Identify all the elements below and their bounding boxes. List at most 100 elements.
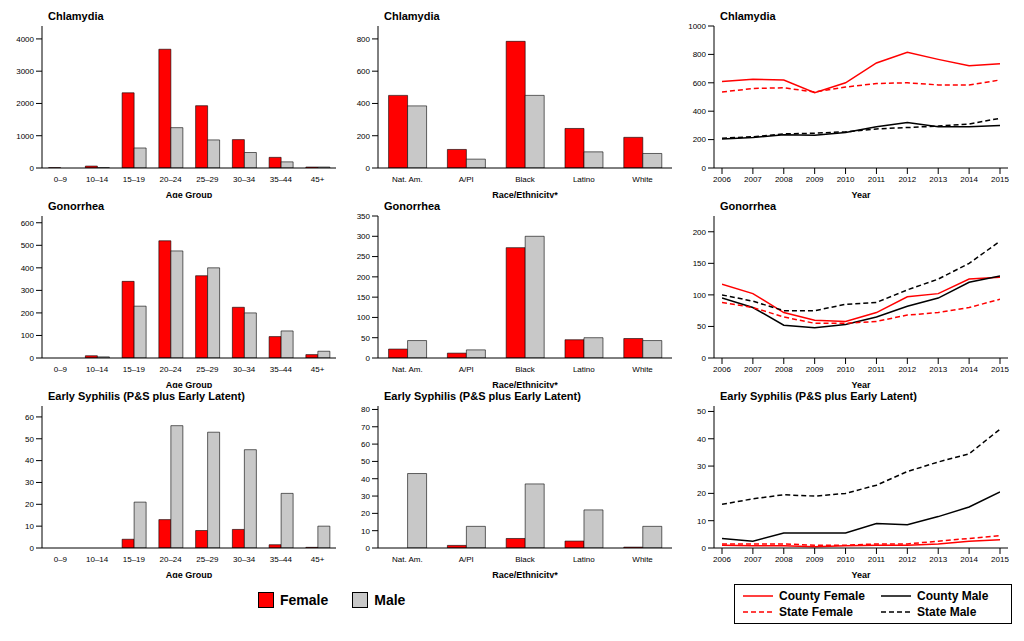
svg-text:2014: 2014 [960,555,978,564]
svg-text:White: White [632,175,653,184]
svg-text:0: 0 [366,354,371,363]
svg-text:20–24: 20–24 [160,555,183,564]
svg-text:Year: Year [851,190,871,198]
svg-text:2010: 2010 [837,175,855,184]
svg-text:2015: 2015 [991,365,1009,374]
svg-text:2006: 2006 [713,175,731,184]
svg-text:Race/Ethnicity*: Race/Ethnicity* [492,380,558,388]
svg-text:Nat. Am.: Nat. Am. [392,175,423,184]
svg-text:2011: 2011 [868,365,886,374]
svg-text:A/PI: A/PI [459,175,474,184]
svg-text:Latino: Latino [573,175,595,184]
svg-text:2007: 2007 [744,555,762,564]
svg-text:Year: Year [851,380,871,388]
svg-text:300: 300 [357,232,371,241]
svg-text:800: 800 [357,35,371,44]
svg-text:100: 100 [357,313,371,322]
svg-text:100: 100 [693,291,707,300]
svg-text:2006: 2006 [713,365,731,374]
svg-text:30: 30 [697,462,706,471]
svg-text:0: 0 [702,544,707,553]
svg-text:0: 0 [30,354,35,363]
svg-text:2000: 2000 [16,99,34,108]
svg-text:70: 70 [361,423,370,432]
svg-text:2012: 2012 [898,365,916,374]
svg-text:50: 50 [25,435,34,444]
svg-text:15–19: 15–19 [123,555,146,564]
svg-text:Black: Black [515,365,536,374]
svg-text:600: 600 [357,67,371,76]
svg-text:45+: 45+ [311,365,325,374]
svg-text:35–44: 35–44 [270,555,293,564]
svg-text:2013: 2013 [929,175,947,184]
svg-text:15–19: 15–19 [123,365,146,374]
svg-text:2013: 2013 [929,555,947,564]
svg-text:30: 30 [361,492,370,501]
svg-text:1000: 1000 [16,132,34,141]
svg-text:White: White [632,365,653,374]
svg-text:2011: 2011 [868,175,886,184]
svg-text:Black: Black [515,555,536,564]
svg-text:2015: 2015 [991,175,1009,184]
svg-text:2009: 2009 [806,175,824,184]
svg-text:200: 200 [693,135,707,144]
svg-text:2012: 2012 [898,175,916,184]
svg-text:0: 0 [702,354,707,363]
svg-text:1000: 1000 [688,22,706,31]
svg-text:2011: 2011 [868,555,886,564]
svg-text:Age Group: Age Group [166,190,213,198]
svg-text:400: 400 [21,264,35,273]
svg-text:2007: 2007 [744,365,762,374]
svg-text:250: 250 [357,252,371,261]
svg-text:2010: 2010 [837,555,855,564]
svg-text:10–14: 10–14 [86,555,109,564]
svg-text:60: 60 [25,413,34,422]
svg-text:0–9: 0–9 [54,365,68,374]
svg-text:300: 300 [21,286,35,295]
svg-text:40: 40 [361,475,370,484]
svg-text:2014: 2014 [960,365,978,374]
svg-text:2014: 2014 [960,175,978,184]
svg-text:2008: 2008 [775,555,793,564]
svg-text:2010: 2010 [837,365,855,374]
svg-text:2015: 2015 [991,555,1009,564]
svg-text:60: 60 [361,440,370,449]
svg-text:2008: 2008 [775,365,793,374]
svg-text:30: 30 [25,478,34,487]
svg-text:2006: 2006 [713,555,731,564]
svg-text:Race/Ethnicity*: Race/Ethnicity* [492,570,558,578]
svg-text:0: 0 [30,544,35,553]
svg-text:400: 400 [693,107,707,116]
svg-text:0: 0 [702,164,707,173]
svg-text:Age Group: Age Group [166,380,213,388]
svg-text:35–44: 35–44 [270,175,293,184]
svg-text:20–24: 20–24 [160,365,183,374]
svg-text:200: 200 [357,132,371,141]
svg-text:50: 50 [361,457,370,466]
svg-text:35–44: 35–44 [270,365,293,374]
svg-text:Age Group: Age Group [166,570,213,578]
svg-text:20: 20 [25,500,34,509]
svg-text:Nat. Am.: Nat. Am. [392,555,423,564]
svg-text:0: 0 [366,544,371,553]
svg-text:White: White [632,555,653,564]
svg-text:50: 50 [361,334,370,343]
svg-text:Nat. Am.: Nat. Am. [392,365,423,374]
svg-text:2012: 2012 [898,555,916,564]
svg-text:800: 800 [693,50,707,59]
svg-text:3000: 3000 [16,67,34,76]
svg-text:Black: Black [515,175,536,184]
svg-text:600: 600 [21,219,35,228]
svg-text:2008: 2008 [775,175,793,184]
svg-text:20–24: 20–24 [160,175,183,184]
svg-text:Year: Year [851,570,871,578]
svg-text:2009: 2009 [806,555,824,564]
svg-text:10: 10 [361,527,370,536]
svg-text:10: 10 [697,517,706,526]
svg-text:10–14: 10–14 [86,175,109,184]
svg-text:Latino: Latino [573,365,595,374]
svg-text:80: 80 [361,405,370,414]
svg-text:150: 150 [357,293,371,302]
svg-text:Race/Ethnicity*: Race/Ethnicity* [492,190,558,198]
svg-text:30–34: 30–34 [233,365,256,374]
